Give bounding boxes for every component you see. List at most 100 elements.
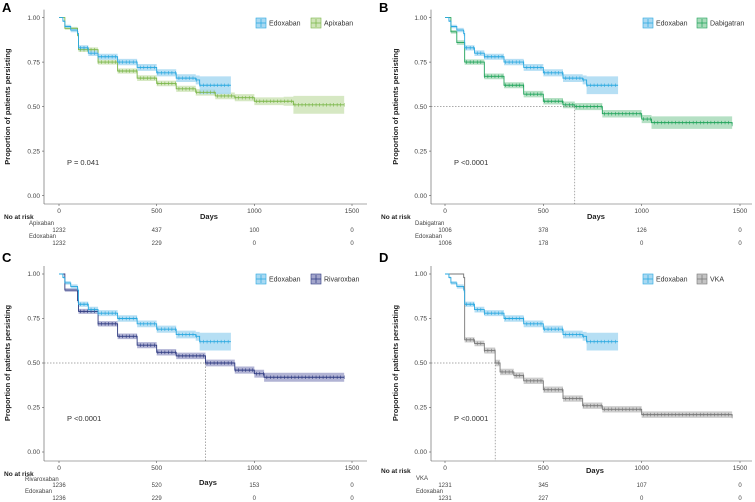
panel-letter: A [2, 0, 12, 15]
median-line [431, 106, 576, 204]
risk-count: 1232 [52, 228, 66, 234]
x-tick-label: 500 [538, 465, 549, 472]
y-tick-label: 0.25 [27, 405, 40, 412]
legend-item-apixaban: Apixaban [310, 17, 353, 29]
y-axis-label: Proportion of patients persisting [3, 304, 12, 421]
risk-row-label: Edoxaban [415, 234, 442, 240]
y-tick-label: 0.75 [414, 59, 427, 66]
legend-cross-icon [311, 275, 321, 283]
legend-item-edoxaban: Edoxaban [642, 273, 688, 285]
legend-label: Edoxaban [269, 277, 301, 284]
x-tick-label: 1000 [634, 465, 649, 472]
p-value: P <0.0001 [454, 414, 488, 423]
risk-count: 345 [538, 483, 549, 489]
y-axis-label: Proportion of patients persisting [391, 304, 400, 421]
risk-count: 1236 [52, 496, 66, 502]
risk-row-label: Apixaban [29, 221, 54, 227]
legend-cross-icon [311, 19, 321, 27]
legend-cross-icon [256, 19, 266, 27]
risk-count: 107 [637, 483, 648, 489]
risk-count: 229 [152, 241, 163, 247]
km-panel-d: D 0.00 0.25 0.50 0.75 1.00 0 500 1000 1500 Proport… [379, 250, 752, 502]
risk-table-header: No at risk [381, 214, 411, 221]
panel-letter: C [2, 250, 12, 265]
x-axis-label: Days [199, 478, 217, 487]
risk-count: 1006 [438, 228, 452, 234]
panel-letter: D [379, 250, 388, 265]
risk-count: 1236 [52, 483, 66, 489]
legend-label: Edoxaban [269, 21, 301, 28]
risk-row-label: Rivaroxaban [25, 477, 59, 483]
risk-count: 0 [350, 483, 354, 489]
y-tick-label: 0.25 [414, 148, 427, 155]
survival-curve-edoxaban [445, 17, 619, 86]
risk-count: 0 [640, 496, 644, 502]
risk-count: 437 [152, 228, 163, 234]
y-tick-label: 0.75 [414, 316, 427, 323]
x-tick-label: 0 [443, 465, 447, 472]
risk-count: 227 [538, 496, 549, 502]
legend-label: VKA [710, 277, 724, 284]
x-tick-label: 500 [151, 208, 162, 215]
x-axis-label: Days [586, 466, 604, 475]
y-tick-label: 0.50 [414, 360, 427, 367]
risk-count: 0 [738, 496, 742, 502]
confidence-band-apixaban [59, 17, 345, 114]
risk-count: 0 [253, 496, 257, 502]
risk-count: 0 [738, 483, 742, 489]
risk-count: 378 [538, 228, 549, 234]
x-tick-label: 1500 [733, 208, 748, 215]
x-tick-label: 1500 [733, 465, 748, 472]
x-tick-label: 1500 [345, 208, 360, 215]
confidence-band-edoxaban [445, 274, 619, 353]
y-tick-label: 0.00 [27, 449, 40, 456]
legend-label: Dabigatran [710, 21, 744, 28]
confidence-band-edoxaban [59, 17, 231, 96]
risk-row-label: Edoxaban [25, 489, 52, 495]
km-panel-b: B 0.00 0.25 0.50 0.75 1.00 0 500 1000 1500 Proport… [379, 0, 752, 247]
x-tick-label: 0 [57, 208, 61, 215]
y-tick-label: 0.25 [414, 405, 427, 412]
y-tick-label: 0.75 [27, 59, 40, 66]
legend-item-rivaroxban: Rivaroxban [310, 273, 360, 285]
survival-curve-vka [445, 273, 733, 417]
risk-count: 126 [637, 228, 648, 234]
y-tick-label: 0.00 [27, 193, 40, 200]
y-tick-label: 1.00 [27, 271, 40, 278]
legend-cross-icon [697, 275, 707, 283]
y-tick-label: 0.50 [27, 360, 40, 367]
risk-count: 0 [350, 228, 354, 234]
legend-cross-icon [643, 275, 653, 283]
x-tick-label: 0 [57, 465, 61, 472]
risk-count: 0 [253, 241, 257, 247]
y-tick-label: 0.75 [27, 316, 40, 323]
confidence-band-dabigatran [445, 17, 733, 132]
risk-count: 0 [738, 228, 742, 234]
p-value: P = 0.041 [67, 158, 99, 167]
risk-count: 0 [640, 241, 644, 247]
x-tick-label: 500 [538, 208, 549, 215]
risk-count: 1231 [438, 483, 452, 489]
km-panel-a: A0.000.250.500.751.000 500 1000 1500Proport… [2, 0, 367, 247]
x-tick-label: 1000 [634, 208, 649, 215]
survival-curve-edoxaban [59, 273, 231, 343]
km-panel-c: C 0.00 0.25 0.50 0.75 1.00 0 500 1000 1500 Proport… [2, 250, 367, 502]
risk-count: 0 [738, 241, 742, 247]
confidence-band-edoxaban [59, 274, 231, 353]
x-axis-label: Days [587, 212, 605, 221]
y-tick-label: 0.00 [414, 449, 427, 456]
risk-table-header: No at risk [4, 214, 34, 221]
risk-count: 178 [538, 241, 549, 247]
y-tick-label: 0.25 [27, 148, 40, 155]
risk-count: 520 [152, 483, 163, 489]
risk-count: 153 [249, 483, 260, 489]
y-axis-label: Proportion of patients persisting [3, 48, 12, 165]
p-value: P <0.0001 [454, 158, 488, 167]
risk-count: 1231 [438, 496, 452, 502]
median-line [431, 362, 496, 461]
legend-label: Edoxaban [656, 21, 688, 28]
y-tick-label: 0.50 [414, 104, 427, 111]
risk-row-label: Edoxaban [29, 234, 56, 240]
